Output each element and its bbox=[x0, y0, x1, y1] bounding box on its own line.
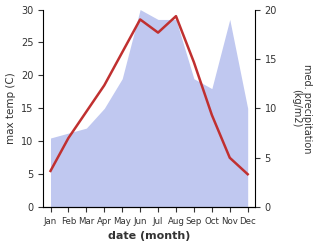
Y-axis label: max temp (C): max temp (C) bbox=[5, 72, 16, 144]
X-axis label: date (month): date (month) bbox=[108, 231, 190, 242]
Y-axis label: med. precipitation
(kg/m2): med. precipitation (kg/m2) bbox=[291, 64, 313, 153]
